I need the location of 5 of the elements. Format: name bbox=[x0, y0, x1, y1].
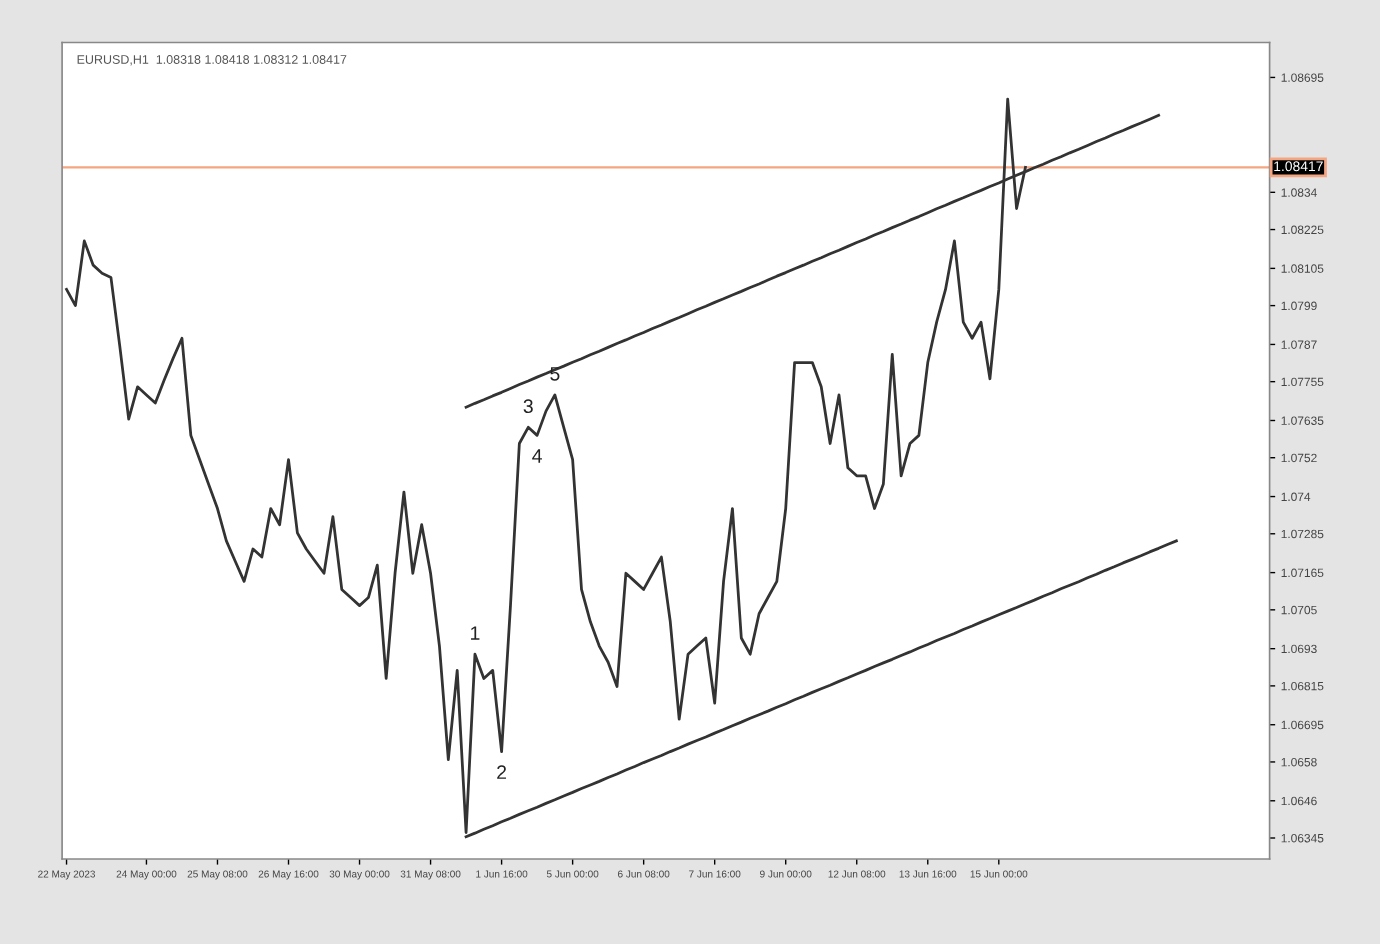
annotation: 4 bbox=[532, 449, 542, 463]
annotation: 1 bbox=[471, 626, 480, 640]
annotation: 5 bbox=[550, 367, 560, 381]
annotation: 2 bbox=[497, 765, 507, 779]
annotation: 3 bbox=[523, 399, 533, 414]
